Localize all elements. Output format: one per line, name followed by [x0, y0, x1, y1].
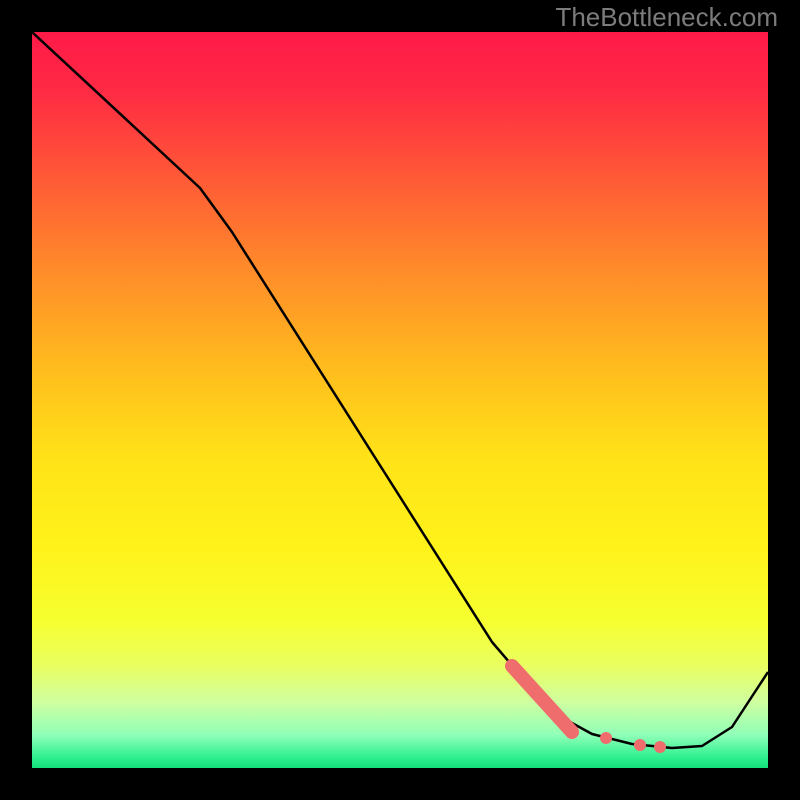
- chart-frame: TheBottleneck.com: [0, 0, 800, 800]
- highlight-dot: [634, 739, 646, 751]
- gradient-background: [32, 32, 768, 768]
- watermark-text: TheBottleneck.com: [555, 2, 778, 33]
- highlight-dot: [654, 741, 666, 753]
- plot-area: [32, 32, 768, 768]
- highlight-dot: [600, 732, 612, 744]
